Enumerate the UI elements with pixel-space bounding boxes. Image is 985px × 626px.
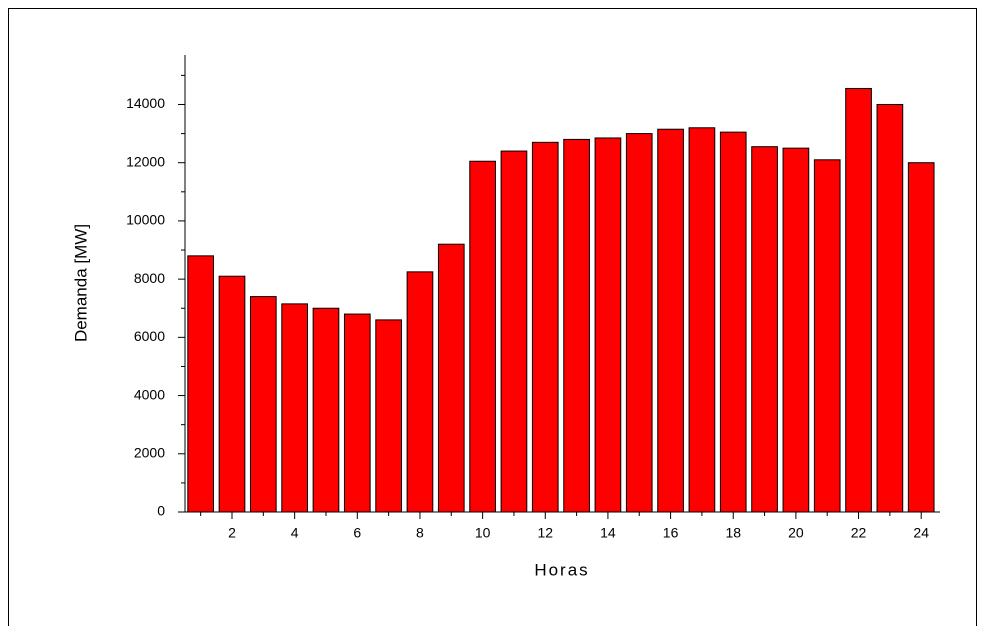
x-tick-label: 18 xyxy=(725,525,741,541)
bar xyxy=(688,127,716,513)
bar xyxy=(657,128,684,513)
x-tick-label: 2 xyxy=(228,525,236,541)
x-tick-label: 16 xyxy=(663,525,679,541)
y-tick-label: 0 xyxy=(157,503,165,519)
x-tick-label: 22 xyxy=(851,525,867,541)
bar xyxy=(625,133,653,513)
bar xyxy=(249,296,277,513)
bar xyxy=(406,271,434,513)
y-tick-label: 12000 xyxy=(126,153,165,169)
x-tick-label: 14 xyxy=(600,525,616,541)
x-tick-label: 6 xyxy=(353,525,361,541)
frame xyxy=(8,8,977,626)
y-tick-label: 8000 xyxy=(134,270,165,286)
y-tick-label: 4000 xyxy=(134,386,165,402)
y-tick-label: 14000 xyxy=(126,95,165,111)
y-tick-label: 2000 xyxy=(134,444,165,460)
bar xyxy=(218,275,246,513)
bar xyxy=(594,137,622,513)
x-tick-label: 12 xyxy=(537,525,553,541)
bar xyxy=(876,103,904,513)
bar xyxy=(343,313,371,513)
bar xyxy=(469,160,496,513)
bar xyxy=(312,307,340,513)
x-tick-label: 24 xyxy=(913,525,929,541)
bar xyxy=(751,146,778,513)
y-tick-label: 10000 xyxy=(126,212,165,228)
bar xyxy=(281,303,308,513)
x-tick-label: 20 xyxy=(788,525,804,541)
bar xyxy=(845,87,872,513)
bar xyxy=(375,319,402,513)
bar xyxy=(782,147,810,513)
bar xyxy=(907,162,935,513)
x-tick-label: 8 xyxy=(416,525,424,541)
bar xyxy=(531,141,559,513)
bar xyxy=(563,138,590,513)
x-axis-title: Horas xyxy=(534,560,589,579)
bar xyxy=(813,159,841,513)
bar xyxy=(719,131,747,513)
y-tick-label: 6000 xyxy=(134,328,165,344)
bar xyxy=(500,150,528,513)
bar xyxy=(187,255,215,513)
x-tick-label: 4 xyxy=(291,525,299,541)
bar xyxy=(437,243,465,513)
x-tick-label: 10 xyxy=(475,525,491,541)
y-axis-title: Demanda [MW] xyxy=(71,224,90,342)
